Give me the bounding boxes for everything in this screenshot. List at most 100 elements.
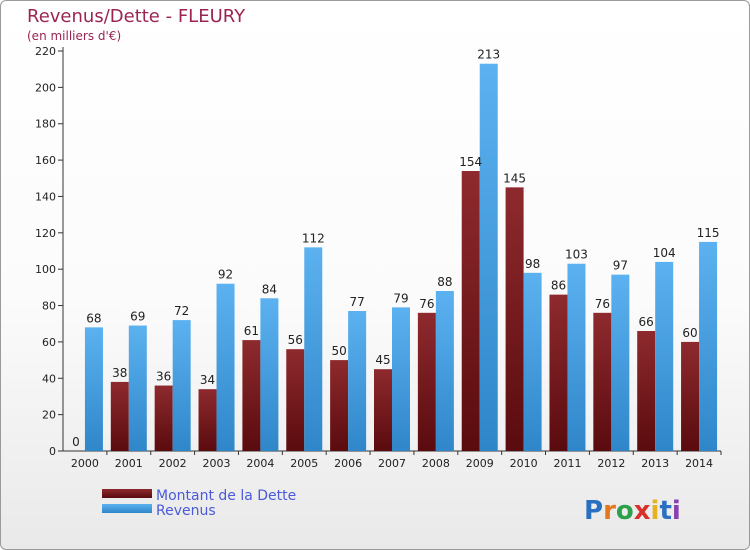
- bar-debt: [637, 331, 656, 451]
- bar-revenus: [260, 298, 279, 451]
- bar-revenus: [216, 283, 235, 451]
- value-label-debt: 36: [156, 370, 171, 384]
- bar-revenus: [128, 325, 147, 451]
- bar-revenus: [567, 263, 586, 451]
- y-tick-label: 160: [35, 154, 56, 167]
- bar-debt: [374, 369, 392, 451]
- value-label-debt: 38: [112, 366, 127, 380]
- x-tick-label: 2001: [115, 457, 143, 470]
- bar-revenus: [699, 241, 718, 451]
- logo-letter: i: [651, 496, 660, 526]
- y-tick-label: 140: [35, 190, 56, 203]
- value-label-revenus: 97: [613, 259, 628, 273]
- value-label-revenus: 84: [262, 282, 277, 296]
- bar-revenus: [435, 291, 454, 451]
- x-tick-label: 2005: [290, 457, 318, 470]
- chart-title: Revenus/Dette - FLEURY: [27, 6, 246, 27]
- value-label-debt: 61: [244, 324, 259, 338]
- value-label-revenus: 79: [393, 291, 408, 305]
- value-label-revenus: 88: [437, 275, 452, 289]
- bars: [84, 63, 718, 452]
- bar-debt: [330, 360, 349, 451]
- y-tick-label: 40: [42, 372, 56, 385]
- legend-label-debt: Montant de la Dette: [156, 488, 296, 504]
- bar-debt: [154, 385, 173, 451]
- legend-swatch-debt: [102, 489, 152, 498]
- value-label-debt: 56: [288, 333, 303, 347]
- y-tick-label: 180: [35, 118, 56, 131]
- x-tick-label: 2010: [510, 457, 538, 470]
- value-label-debt: 76: [419, 297, 434, 311]
- y-axis: 0 20 40 60 80 100 120 140 160 180 200 220: [35, 45, 64, 458]
- bar-debt: [242, 340, 261, 451]
- x-tick-label: 2007: [378, 457, 406, 470]
- value-label-debt: 145: [503, 171, 526, 185]
- value-label-debt: 76: [595, 297, 610, 311]
- bar-debt: [417, 312, 436, 451]
- bar-debt: [505, 187, 524, 451]
- y-tick-label: 220: [35, 45, 56, 58]
- y-tick-label: 80: [42, 300, 56, 313]
- logo-letter: x: [634, 496, 651, 526]
- value-label-debt: 50: [331, 344, 346, 358]
- x-tick-label: 2004: [246, 457, 274, 470]
- legend-label-revenus: Revenus: [156, 503, 216, 519]
- value-label-debt: 45: [375, 353, 390, 367]
- logo-letter: i: [672, 496, 681, 526]
- bar-revenus: [523, 272, 542, 451]
- value-label-debt: 154: [459, 155, 482, 169]
- value-label-revenus: 112: [302, 231, 325, 245]
- value-label-revenus: 68: [86, 311, 101, 325]
- x-tick-label: 2003: [203, 457, 231, 470]
- logo-letter: o: [616, 496, 634, 526]
- value-label-revenus: 213: [477, 48, 500, 62]
- x-tick-label: 2014: [685, 457, 713, 470]
- bar-debt: [286, 349, 305, 451]
- bar-revenus: [611, 274, 630, 451]
- bar-revenus: [172, 320, 191, 451]
- x-tick-label: 2008: [422, 457, 450, 470]
- y-tick-label: 100: [35, 263, 56, 276]
- x-tick-label: 2000: [71, 457, 99, 470]
- x-tick-label: 2009: [466, 457, 494, 470]
- legend-swatch-revenus: [102, 504, 152, 513]
- bar-debt: [681, 341, 700, 451]
- legend: Montant de la Dette Revenus: [102, 488, 296, 519]
- x-tick-label: 2006: [334, 457, 362, 470]
- value-label-debt: 60: [682, 326, 697, 340]
- value-label-revenus: 98: [525, 257, 540, 271]
- y-tick-label: 120: [35, 227, 56, 240]
- x-tick-label: 2013: [641, 457, 669, 470]
- svg-text:Proxiti: Proxiti: [584, 496, 681, 526]
- bar-debt: [593, 312, 612, 451]
- value-label-revenus: 115: [697, 226, 720, 240]
- bar-revenus: [348, 311, 367, 451]
- value-label-revenus: 72: [174, 304, 189, 318]
- value-label-revenus: 77: [349, 295, 364, 309]
- logo-letter: r: [603, 496, 616, 526]
- y-tick-label: 20: [42, 409, 56, 422]
- value-label-debt: 66: [639, 315, 654, 329]
- y-tick-label: 200: [35, 81, 56, 94]
- chart-subtitle: (en milliers d'€): [27, 29, 121, 43]
- bar-debt: [198, 389, 217, 451]
- value-label-debt: 86: [551, 279, 566, 293]
- value-label-debt: 34: [200, 373, 215, 387]
- value-label-revenus: 69: [130, 310, 145, 324]
- x-tick-label: 2011: [553, 457, 581, 470]
- bar-revenus: [655, 261, 674, 451]
- x-tick-label: 2002: [159, 457, 187, 470]
- bar-debt: [549, 294, 568, 451]
- value-label-revenus: 104: [653, 246, 676, 260]
- bar-debt: [110, 381, 129, 451]
- proxiti-logo: Proxiti: [584, 496, 681, 526]
- value-label-revenus: 92: [218, 268, 233, 282]
- logo-letter: P: [584, 496, 603, 526]
- x-tick-label: 2012: [597, 457, 625, 470]
- value-label-revenus: 103: [565, 248, 588, 262]
- logo-letter: t: [659, 496, 671, 526]
- bar-revenus: [304, 247, 323, 451]
- y-tick-label: 60: [42, 336, 56, 349]
